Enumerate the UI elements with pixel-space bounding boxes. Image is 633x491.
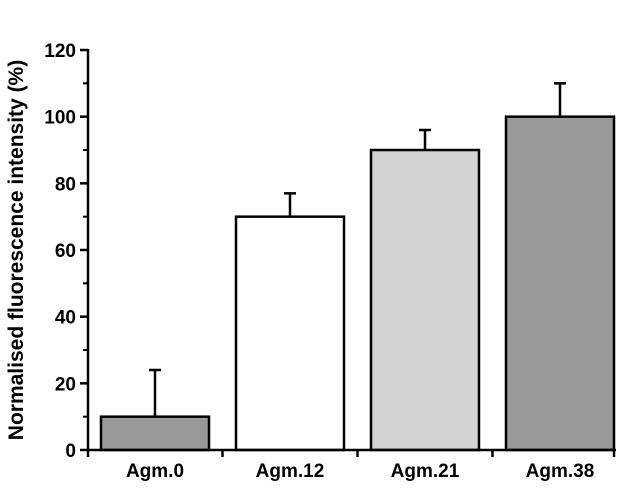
y-tick-label-60: 60 [55, 241, 76, 262]
x-tick-label-agm-12: Agm.12 [256, 461, 325, 482]
bar-agm-38 [504, 115, 616, 452]
bar-agm-21 [369, 148, 481, 452]
error-bars-layer [149, 82, 566, 417]
labels-layer: 0 20 40 60 80 100 120 Agm.0 Agm.12 Agm.21 Agm.38 [44, 41, 594, 482]
axes-layer [80, 48, 616, 457]
y-tick-label-120: 120 [44, 41, 76, 62]
bars-layer [99, 115, 616, 452]
y-tick-label-40: 40 [55, 308, 76, 329]
x-tick-label-agm-0: Agm.0 [126, 461, 184, 482]
y-axis-title: Normalised fluorescence intensity (%) [5, 60, 28, 440]
x-tick-label-agm-38: Agm.38 [526, 461, 595, 482]
y-tick-label-0: 0 [65, 441, 76, 462]
bar-agm-0 [99, 415, 211, 452]
y-tick-label-100: 100 [44, 108, 76, 129]
x-tick-label-agm-21: Agm.21 [391, 461, 460, 482]
bar-agm-12 [234, 215, 346, 452]
y-tick-label-20: 20 [55, 374, 76, 395]
y-tick-label-80: 80 [55, 174, 76, 195]
